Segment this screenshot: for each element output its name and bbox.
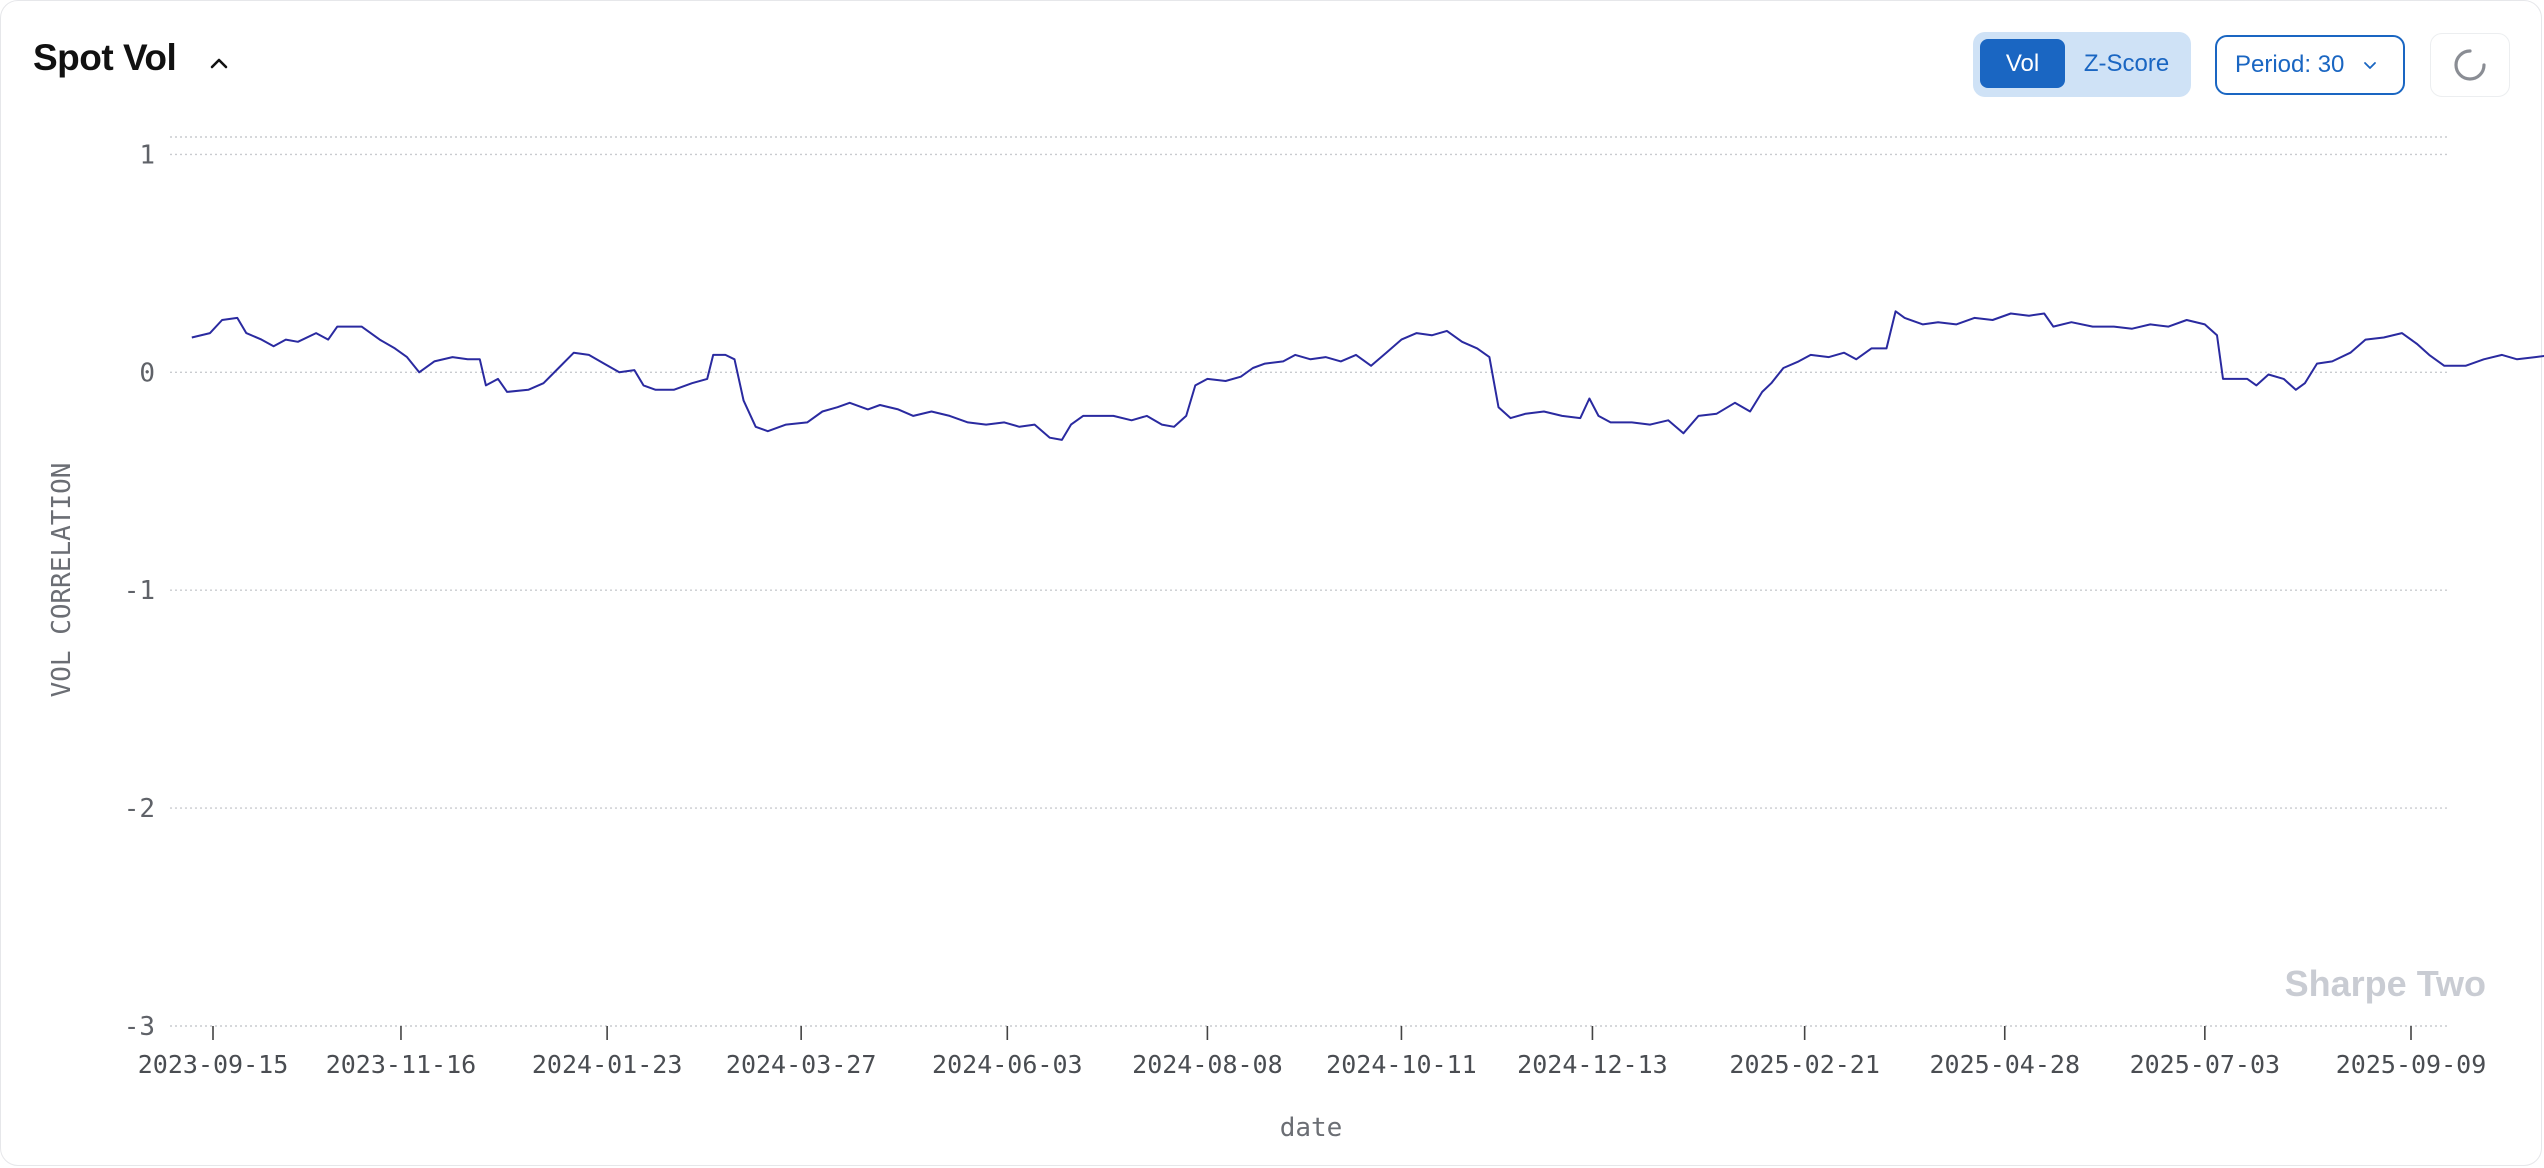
y-tick-label: 1	[139, 140, 155, 170]
x-tick-label: 2024-01-23	[532, 1050, 683, 1079]
chevron-up-icon	[210, 58, 228, 69]
x-tick-label: 2024-12-13	[1517, 1050, 1668, 1079]
y-tick-label: -2	[124, 794, 155, 824]
x-tick-label: 2023-11-16	[326, 1050, 477, 1079]
metric-toggle: Vol Z-Score	[1973, 32, 2191, 97]
x-tick-label: 2025-07-03	[2130, 1050, 2281, 1079]
x-tick-label: 2025-02-21	[1729, 1050, 1880, 1079]
toggle-vol-button[interactable]: Vol	[1980, 39, 2065, 88]
loading-spinner-icon	[2454, 49, 2486, 81]
x-tick-label: 2025-09-09	[2336, 1050, 2487, 1079]
x-axis-label: date	[1280, 1113, 1343, 1143]
period-select[interactable]: Period: 30	[2215, 35, 2405, 95]
y-axis-label: VOL CORRELATION	[47, 463, 77, 698]
x-tick-label: 2024-10-11	[1326, 1050, 1477, 1079]
chevron-down-icon	[2364, 62, 2377, 69]
y-tick-label: 0	[139, 358, 155, 388]
y-tick-label: -1	[124, 576, 155, 606]
series-line	[191, 310, 2544, 441]
period-label: Period: 30	[2235, 51, 2345, 78]
refresh-button[interactable]	[2430, 33, 2510, 97]
card-title: Spot Vol	[33, 37, 177, 78]
x-tick-label: 2023-09-15	[138, 1050, 289, 1079]
x-tick-label: 2024-08-08	[1132, 1050, 1283, 1079]
toggle-zscore-button[interactable]: Z-Score	[2083, 49, 2170, 77]
x-tick-label: 2024-03-27	[726, 1050, 877, 1079]
collapse-button[interactable]	[201, 45, 237, 81]
x-tick-label: 2024-06-03	[932, 1050, 1083, 1079]
watermark: Sharpe Two	[2285, 963, 2486, 1004]
x-tick-label: 2025-04-28	[1929, 1050, 2080, 1079]
y-tick-label: -3	[124, 1012, 155, 1042]
